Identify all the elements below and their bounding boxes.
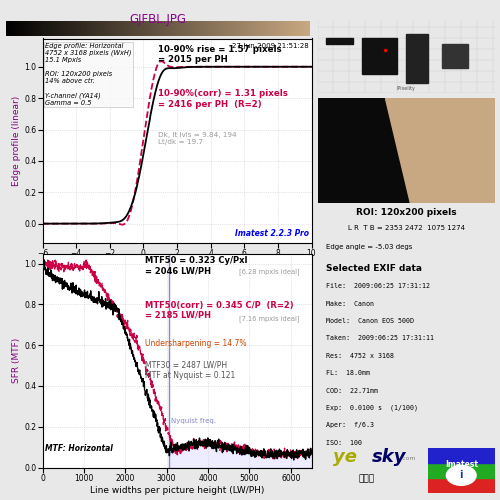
Text: 10-90% rise = 1.57 pixels
= 2015 per PH: 10-90% rise = 1.57 pixels = 2015 per PH bbox=[158, 44, 282, 64]
Y-axis label: Edge profile (linear): Edge profile (linear) bbox=[12, 96, 22, 186]
Text: ROI: 120x200 pixels: ROI: 120x200 pixels bbox=[356, 208, 456, 217]
Y-axis label: SFR (MTF): SFR (MTF) bbox=[12, 338, 22, 383]
Bar bbox=[362, 38, 398, 74]
Text: sky: sky bbox=[372, 448, 406, 466]
Text: Edge angle = -5.03 degs: Edge angle = -5.03 degs bbox=[326, 244, 413, 250]
Bar bbox=[428, 448, 495, 462]
Text: Undersharpening = 14.7%: Undersharpening = 14.7% bbox=[144, 339, 246, 348]
Text: [6.28 mpxls ideal]: [6.28 mpxls ideal] bbox=[239, 268, 300, 275]
Bar bbox=[428, 462, 495, 477]
Text: File:  2009:06:25 17:31:12: File: 2009:06:25 17:31:12 bbox=[326, 284, 430, 290]
Text: L R  T B = 2353 2472  1075 1274: L R T B = 2353 2472 1075 1274 bbox=[348, 224, 465, 230]
Text: Taken:  2009:06:25 17:31:11: Taken: 2009:06:25 17:31:11 bbox=[326, 336, 434, 342]
Bar bbox=[406, 34, 427, 83]
Text: FL:  18.0mm: FL: 18.0mm bbox=[326, 370, 370, 376]
Text: ISO:  100: ISO: 100 bbox=[326, 440, 362, 446]
Text: 10-90%(corr) = 1.31 pixels
= 2416 per PH  (R=2): 10-90%(corr) = 1.31 pixels = 2416 per PH… bbox=[158, 90, 288, 109]
Text: ye: ye bbox=[333, 448, 357, 466]
Text: MTF50(corr) = 0.345 C/P  (R=2)
= 2185 LW/PH: MTF50(corr) = 0.345 C/P (R=2) = 2185 LW/… bbox=[144, 300, 294, 320]
Bar bbox=[326, 38, 353, 44]
Text: MTF50 = 0.323 Cy/Pxl
= 2046 LW/PH: MTF50 = 0.323 Cy/Pxl = 2046 LW/PH bbox=[144, 256, 247, 275]
Text: 27-Jun-2009 21:51:28: 27-Jun-2009 21:51:28 bbox=[232, 42, 309, 48]
Text: Edge profile: Horizontal
4752 x 3168 pixels (WxH)
15.1 Mpxls

ROI: 120x200 pixel: Edge profile: Horizontal 4752 x 3168 pix… bbox=[45, 42, 132, 106]
Bar bbox=[428, 478, 495, 492]
Text: Aper:  f/6.3: Aper: f/6.3 bbox=[326, 422, 374, 428]
Polygon shape bbox=[385, 98, 495, 202]
Text: Make:  Canon: Make: Canon bbox=[326, 301, 374, 307]
Text: MTF30 = 2487 LW/PH
MTF at Nyquist = 0.121: MTF30 = 2487 LW/PH MTF at Nyquist = 0.12… bbox=[144, 360, 235, 380]
Text: Nyquist freq.: Nyquist freq. bbox=[171, 418, 216, 424]
Text: Imatest: Imatest bbox=[445, 460, 478, 469]
X-axis label: Pixels (Horizontal): Pixels (Horizontal) bbox=[136, 260, 218, 270]
Circle shape bbox=[446, 466, 476, 485]
Text: iPixelity: iPixelity bbox=[397, 86, 415, 91]
Bar bbox=[442, 44, 468, 68]
Text: COD:  22.71mm: COD: 22.71mm bbox=[326, 388, 378, 394]
X-axis label: Line widths per picture height (LW/PH): Line widths per picture height (LW/PH) bbox=[90, 486, 264, 494]
Text: GJFBL.JPG: GJFBL.JPG bbox=[129, 12, 186, 26]
Text: MTF: Horizontal: MTF: Horizontal bbox=[45, 444, 113, 452]
Text: Imatest 2.2.3 Pro: Imatest 2.2.3 Pro bbox=[235, 230, 309, 238]
Text: Exp:  0.0100 s  (1/100): Exp: 0.0100 s (1/100) bbox=[326, 405, 418, 411]
Text: Model:  Canon EOS 500D: Model: Canon EOS 500D bbox=[326, 318, 414, 324]
Text: Dk, lt lvls = 9.84, 194
Lt/dk = 19.7: Dk, lt lvls = 9.84, 194 Lt/dk = 19.7 bbox=[158, 132, 237, 145]
Text: i: i bbox=[460, 470, 463, 480]
Text: Res:  4752 x 3168: Res: 4752 x 3168 bbox=[326, 353, 394, 359]
Text: .com: .com bbox=[400, 456, 415, 461]
Text: Selected EXIF data: Selected EXIF data bbox=[326, 264, 422, 273]
Text: [7.16 mpxls ideal]: [7.16 mpxls ideal] bbox=[239, 316, 300, 322]
Polygon shape bbox=[318, 98, 410, 202]
Text: 天极网: 天极网 bbox=[359, 474, 375, 484]
